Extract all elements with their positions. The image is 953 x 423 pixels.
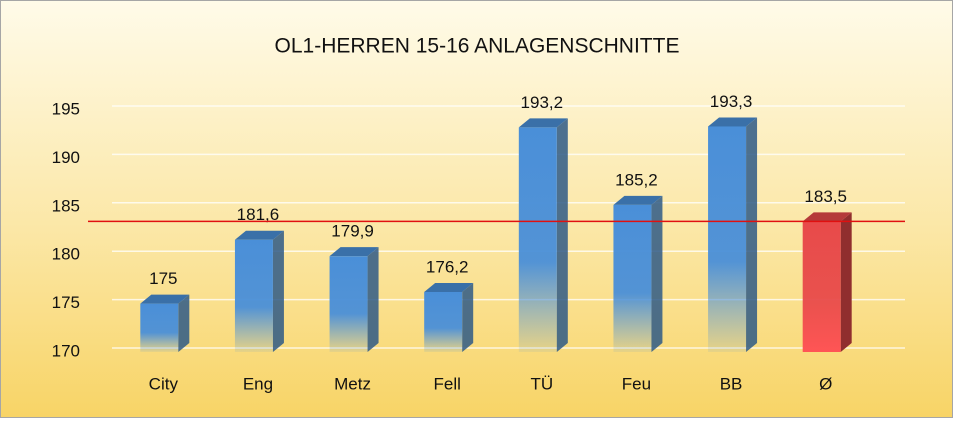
bar (329, 256, 368, 352)
value-label: 183,5 (804, 187, 847, 206)
bar-top (234, 230, 284, 240)
bar-group (424, 282, 474, 352)
bar-group (234, 230, 284, 352)
bar-group (140, 294, 190, 352)
chart-title: OL1-HERREN 15-16 ANLAGENSCHNITTE (275, 35, 680, 58)
bar-top (518, 118, 568, 128)
x-tick-label: Metz (334, 374, 371, 393)
bar-side (462, 282, 474, 352)
value-label: 185,2 (615, 170, 658, 189)
value-label: 176,2 (426, 257, 469, 276)
value-label: 179,9 (331, 222, 374, 241)
value-label: 181,6 (237, 205, 280, 224)
bar-top (329, 247, 379, 257)
x-tick-label: TÜ (530, 374, 553, 393)
bar-top (802, 212, 852, 222)
y-tick-label: 175 (52, 293, 80, 312)
bar-group (329, 247, 379, 352)
x-tick-label: Feu (622, 374, 651, 393)
bar (518, 127, 557, 352)
bar-top (708, 117, 758, 127)
bar-top (424, 282, 474, 292)
bar-top (140, 294, 190, 304)
bar-group (613, 195, 663, 352)
bar (424, 291, 463, 352)
bar-group (518, 118, 568, 352)
bar (613, 204, 652, 352)
x-tick-label: Fell (433, 374, 460, 393)
y-tick-label: 180 (52, 245, 80, 264)
y-tick-label: 170 (52, 341, 80, 360)
x-tick-label: Ø (819, 374, 832, 393)
x-tick-label: BB (720, 374, 743, 393)
bar-side (178, 294, 190, 352)
bar (234, 239, 273, 352)
y-tick-label: 195 (52, 99, 80, 118)
bar-side (272, 230, 284, 352)
bar-side (746, 117, 758, 353)
bar-group (802, 212, 852, 352)
bar-group (708, 117, 758, 353)
bar-side (840, 212, 852, 352)
x-tick-label: City (149, 374, 179, 393)
bar (708, 126, 747, 353)
bar-side (651, 195, 663, 352)
value-label: 193,2 (521, 93, 564, 112)
bar (140, 303, 179, 352)
bar-top (613, 195, 663, 205)
value-label: 175 (149, 269, 177, 288)
bar (802, 221, 841, 352)
y-tick-label: 185 (52, 196, 80, 215)
y-tick-label: 190 (52, 148, 80, 167)
bar-side (556, 118, 568, 352)
bar-side (367, 247, 379, 352)
value-label: 193,3 (710, 92, 753, 111)
x-tick-label: Eng (243, 374, 273, 393)
